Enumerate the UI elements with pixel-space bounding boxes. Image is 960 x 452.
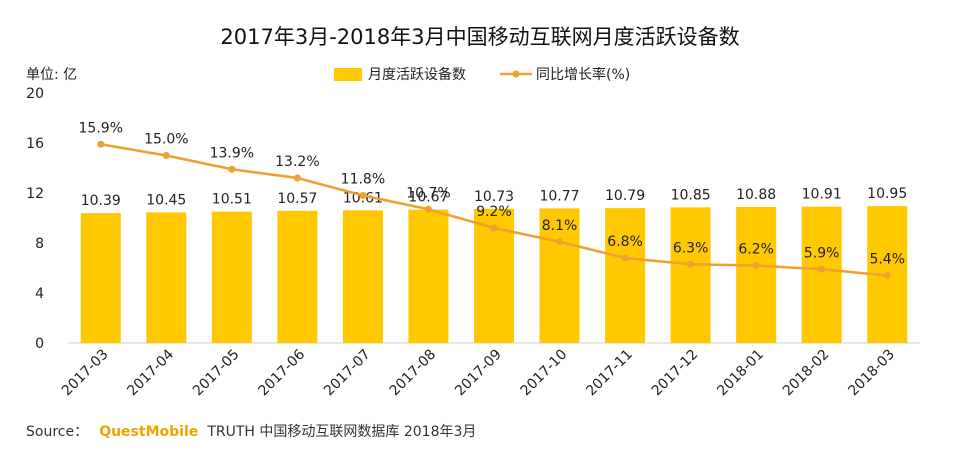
source-brand: QuestMobile — [99, 424, 198, 440]
bar — [801, 206, 842, 343]
line-value-label: 15.9% — [79, 120, 123, 136]
line-point — [97, 140, 105, 148]
source-prefix: Source： — [26, 424, 88, 440]
bar-value-label: 10.88 — [736, 187, 776, 203]
line-value-label: 9.2% — [476, 204, 512, 220]
bar-series — [80, 206, 908, 343]
legend-bar-label: 月度活跃设备数 — [368, 66, 466, 83]
bar-value-label: 10.91 — [802, 187, 842, 203]
y-tick-label: 0 — [35, 336, 44, 352]
legend: 月度活跃设备数 同比增长率(%) — [334, 66, 630, 83]
line-value-label: 8.1% — [542, 218, 578, 234]
line-point — [556, 238, 564, 246]
bar-value-label: 10.95 — [867, 186, 907, 202]
bar-value-label: 10.51 — [212, 192, 252, 208]
bar — [408, 209, 449, 343]
bar-value-label: 10.77 — [539, 188, 579, 204]
x-tick-label: 2017-05 — [190, 347, 243, 400]
legend-line-marker — [512, 70, 520, 78]
legend-line-label: 同比增长率(%) — [536, 66, 630, 83]
x-tick-label: 2017-10 — [518, 347, 571, 400]
bar-value-label: 10.67 — [408, 190, 448, 206]
source-rest: TRUTH 中国移动互联网数据库 2018年3月 — [206, 424, 476, 440]
bar-value-label: 10.57 — [277, 191, 317, 207]
chart-title: 2017年3月-2018年3月中国移动互联网月度活跃设备数 — [220, 25, 739, 49]
line-point — [490, 224, 498, 232]
line-value-label: 13.2% — [275, 154, 319, 170]
line-point — [818, 265, 826, 273]
x-tick-label: 2017-07 — [321, 347, 374, 400]
x-tick-label: 2017-12 — [649, 347, 702, 400]
line-series — [97, 140, 891, 279]
line-value-label: 6.3% — [673, 240, 709, 256]
source-line: Source： QuestMobile TRUTH 中国移动互联网数据库 201… — [26, 421, 476, 440]
line-labels: 15.9% 15.0% 13.9% 13.2% 11.8% 10.7% 9.2% 8.1% 6.… — [79, 120, 905, 267]
line-point — [228, 165, 236, 173]
x-axis-ticks: 2017-03 2017-04 2017-05 2017-06 2017-07 2017-… — [59, 346, 898, 399]
x-tick-label: 2017-06 — [256, 346, 309, 399]
line-point — [162, 152, 170, 159]
x-tick-label: 2017-09 — [452, 347, 505, 400]
x-tick-label: 2017-03 — [59, 347, 112, 400]
y-axis: 0 4 8 12 16 20 — [26, 86, 44, 352]
bar — [277, 210, 318, 343]
bar-value-label: 10.45 — [146, 192, 186, 208]
line-point — [621, 254, 629, 262]
line-value-label: 10.7% — [406, 185, 450, 201]
line-value-label: 5.9% — [804, 245, 840, 261]
unit-label: 单位: 亿 — [26, 67, 77, 83]
bar-labels: 10.3910.4510.5110.5710.6110.6710.7310.77… — [81, 186, 908, 209]
line-point — [293, 174, 301, 182]
y-tick-label: 20 — [26, 86, 44, 102]
line-point — [359, 192, 367, 199]
line-point — [752, 262, 760, 269]
x-tick-label: 2018-03 — [845, 347, 898, 400]
bar — [605, 208, 646, 343]
bar-value-label: 10.73 — [474, 189, 514, 205]
x-tick-label: 2017-08 — [387, 347, 440, 400]
y-tick-label: 12 — [26, 186, 44, 202]
bar — [80, 213, 121, 343]
bar-value-label: 10.79 — [605, 188, 645, 204]
line-value-label: 6.2% — [738, 242, 774, 258]
line-value-label: 5.4% — [869, 252, 905, 268]
bar — [146, 212, 187, 343]
x-tick-label: 2017-11 — [583, 347, 636, 400]
legend-bar-swatch — [334, 68, 362, 81]
line-value-label: 13.9% — [210, 145, 254, 161]
line-point — [687, 260, 695, 268]
bar — [736, 207, 777, 343]
bar — [539, 208, 580, 343]
line-value-label: 15.0% — [144, 132, 188, 148]
bar — [211, 211, 252, 343]
bar — [670, 207, 711, 343]
y-tick-label: 16 — [26, 136, 44, 152]
x-tick-label: 2018-01 — [714, 347, 767, 400]
line-point — [883, 272, 891, 279]
line-value-label: 6.8% — [607, 234, 643, 250]
bar — [342, 210, 383, 343]
line-value-label: 11.8% — [341, 172, 385, 188]
x-tick-label: 2017-04 — [124, 346, 177, 399]
y-tick-label: 8 — [35, 236, 44, 252]
bar-value-label: 10.85 — [671, 187, 711, 203]
bar-value-label: 10.39 — [81, 193, 121, 209]
x-tick-label: 2018-02 — [780, 347, 833, 400]
y-tick-label: 4 — [35, 286, 44, 302]
line-point — [424, 205, 432, 213]
